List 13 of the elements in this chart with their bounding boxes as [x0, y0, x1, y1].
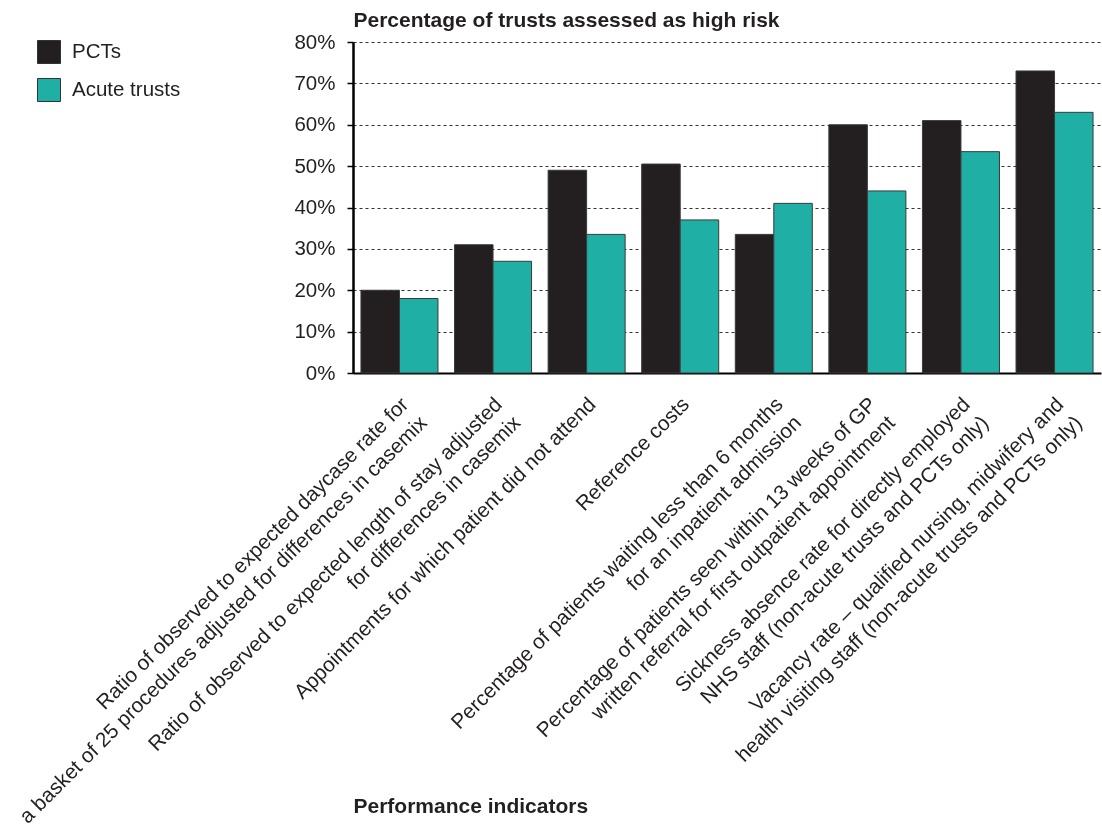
legend-label: Acute trusts — [72, 77, 181, 100]
y-tick-label: 10% — [294, 319, 336, 343]
y-tick-label: 70% — [294, 70, 336, 94]
y-tick-label: 0% — [305, 360, 336, 384]
y-axis-title: Percentage of trusts assessed as high risk — [353, 7, 780, 31]
y-tick-label: 80% — [294, 29, 336, 53]
y-tick-label: 20% — [294, 277, 336, 301]
y-tick-label: 30% — [294, 236, 336, 260]
y-tick-label: 60% — [294, 112, 336, 136]
x-axis-title: Performance indicators — [353, 793, 589, 817]
legend-label: PCTs — [72, 39, 121, 62]
y-tick-label: 50% — [294, 153, 336, 177]
y-tick-label: 40% — [294, 195, 336, 218]
